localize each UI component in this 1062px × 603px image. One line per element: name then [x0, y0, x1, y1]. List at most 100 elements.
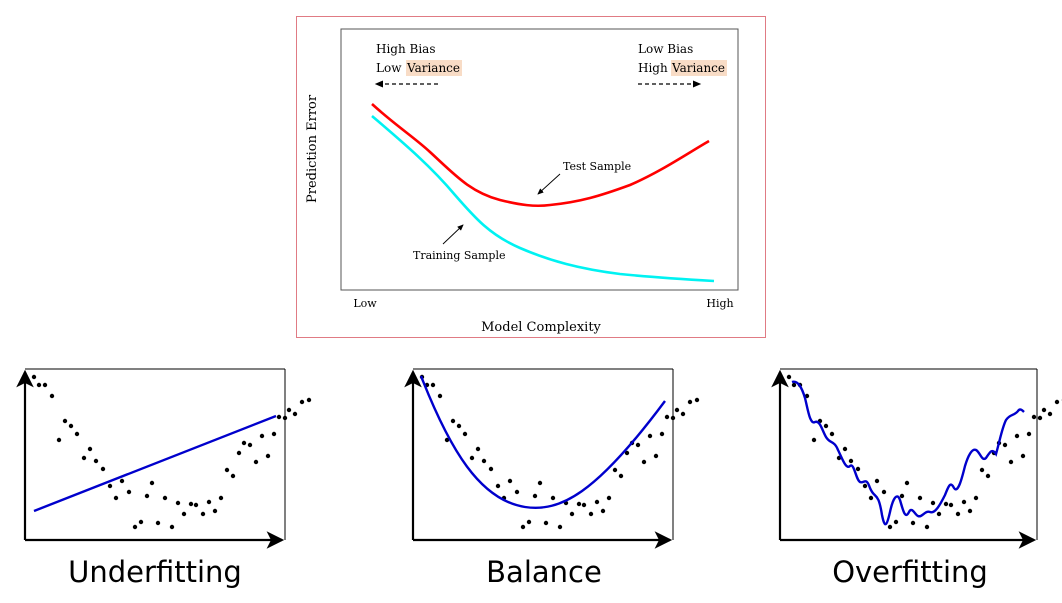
overfitting-point	[955, 511, 961, 517]
balance-point	[624, 450, 630, 456]
underfitting-point	[87, 446, 93, 452]
balance-point	[507, 478, 513, 484]
top-chart: Prediction Error Model Complexity Low Hi…	[305, 28, 739, 335]
test-sample-pointer	[537, 173, 561, 195]
overfitting-point	[910, 520, 916, 526]
balance-point	[444, 437, 450, 443]
test-sample-curve	[371, 103, 710, 208]
balance-point	[526, 519, 532, 525]
overfitting-point	[899, 493, 905, 499]
balance-point	[606, 495, 612, 501]
overfitting-point	[1054, 399, 1060, 405]
balance-point	[659, 431, 665, 437]
overfitting-point	[893, 519, 899, 525]
overfitting-point	[862, 483, 868, 489]
overfitting-point	[917, 495, 923, 501]
underfitting-point	[56, 437, 62, 443]
underfitting-point	[31, 374, 37, 380]
underfitting-point	[236, 450, 242, 456]
overfitting-point	[948, 502, 954, 508]
balance-point	[635, 442, 641, 448]
overfitting-point	[1014, 433, 1020, 439]
underfitting-point	[193, 502, 199, 508]
underfitting-point	[81, 455, 87, 461]
balance-fit-curve	[419, 375, 666, 509]
underfitting-point	[188, 501, 194, 507]
underfitting-point	[113, 495, 119, 501]
underfitting-point	[218, 495, 224, 501]
overfitting-point	[961, 499, 967, 505]
underfitting-point	[230, 473, 236, 479]
balance-point	[543, 520, 549, 526]
overfitting-point	[842, 446, 848, 452]
underfitting-point	[271, 431, 277, 437]
balance-point	[532, 493, 538, 499]
underfitting-point	[74, 431, 80, 437]
balance-point	[462, 431, 468, 437]
overfitting-point	[791, 382, 797, 388]
underfitting-point	[68, 423, 74, 429]
underfitting-point	[93, 458, 99, 464]
overfitting-point	[979, 467, 985, 473]
balance-point	[488, 466, 494, 472]
balance-point	[641, 459, 647, 465]
overfitting-point	[1008, 459, 1014, 465]
top-plot-area	[340, 28, 739, 291]
overfitting-point	[829, 431, 835, 437]
overfitting-point	[868, 495, 874, 501]
overfitting-point	[823, 423, 829, 429]
overfitting-caption: Overfitting	[832, 555, 988, 589]
underfitting-point	[253, 459, 259, 465]
right-note-line1: Low Bias	[638, 42, 693, 56]
balance-point	[588, 511, 594, 517]
balance-point	[495, 483, 501, 489]
underfitting-point	[62, 418, 68, 424]
underfitting-point	[286, 407, 292, 413]
underfitting-point	[292, 411, 298, 417]
balance-point	[600, 508, 606, 514]
overfitting-point	[874, 478, 880, 484]
underfitting-fit-line	[33, 414, 277, 513]
balance-point	[687, 399, 693, 405]
test-sample-label: Test Sample	[563, 160, 631, 173]
x-tick-high: High	[706, 297, 733, 310]
overfitting-point	[930, 500, 936, 506]
panel-overfitting: Overfitting	[771, 368, 1062, 589]
balance-point	[647, 433, 653, 439]
balance-point	[469, 455, 475, 461]
balance-point	[653, 453, 659, 459]
overfitting-point	[967, 508, 973, 514]
balance-point	[612, 467, 618, 473]
panel-balance: Balance	[404, 368, 700, 589]
overfitting-point	[1047, 411, 1053, 417]
underfitting-point	[100, 466, 106, 472]
overfitting-point	[887, 524, 893, 530]
underfitting-point	[107, 483, 113, 489]
underfitting-point	[212, 508, 218, 514]
training-sample-pointer	[442, 224, 464, 245]
overfitting-point	[943, 501, 949, 507]
panel-underfitting: Underfitting	[16, 368, 312, 589]
balance-point	[437, 393, 443, 399]
balance-point	[557, 524, 563, 530]
left-variance-highlight	[406, 60, 462, 76]
underfitting-point	[119, 478, 125, 484]
x-axis-label: Model Complexity	[481, 320, 601, 335]
overfitting-point	[1037, 415, 1043, 421]
balance-point	[430, 382, 436, 388]
underfitting-point	[306, 397, 312, 403]
balance-point	[694, 397, 700, 403]
underfitting-point	[181, 511, 187, 517]
training-sample-label: Training Sample	[413, 249, 506, 262]
underfitting-point	[36, 382, 42, 388]
overfitting-point	[904, 480, 910, 486]
underfitting-point	[138, 519, 144, 525]
overfitting-point	[786, 374, 792, 380]
balance-point	[537, 480, 543, 486]
overfitting-point	[811, 437, 817, 443]
balance-point	[481, 458, 487, 464]
right-note-prefix: High	[638, 61, 668, 75]
balance-caption: Balance	[486, 555, 602, 589]
overfitting-point	[1020, 453, 1026, 459]
balance-point	[594, 499, 600, 505]
